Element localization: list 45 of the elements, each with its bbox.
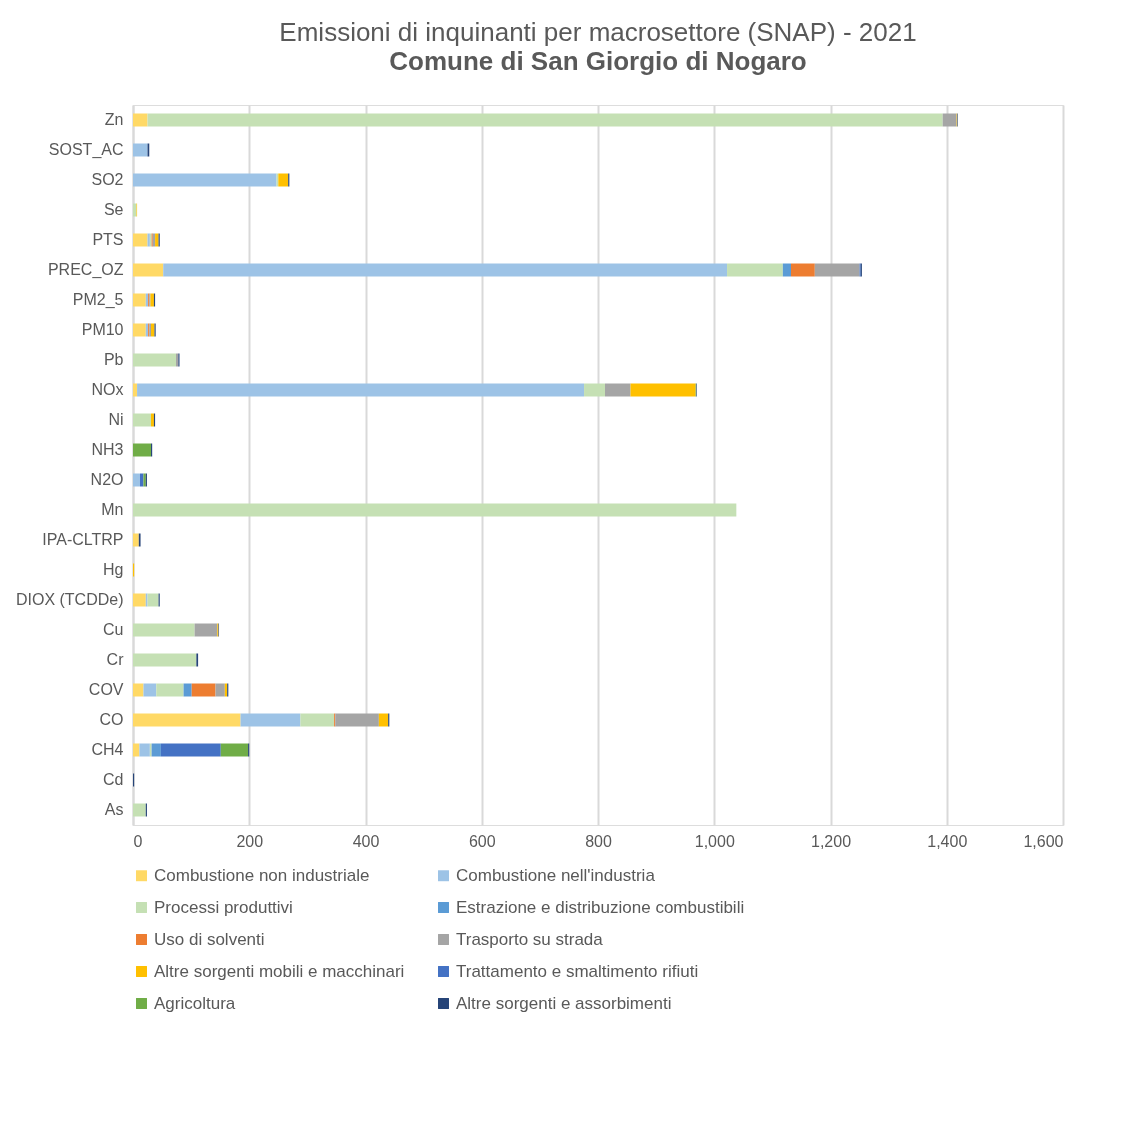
y-tick-label: Pb bbox=[103, 351, 124, 368]
legend-label: Altre sorgenti mobili e macchinari bbox=[154, 961, 405, 981]
chart-subtitle: Comune di San Giorgio di Nogaro bbox=[389, 46, 807, 76]
y-tick-label: Cr bbox=[106, 651, 125, 668]
x-tick-label: 1,000 bbox=[694, 832, 735, 850]
y-tick-label: PTS bbox=[92, 231, 124, 248]
y-tick-label: COV bbox=[88, 681, 124, 698]
y-tick-label: PREC_OZ bbox=[47, 261, 124, 279]
y-tick-label: Cd bbox=[103, 771, 124, 788]
x-tick-label: 1,400 bbox=[927, 832, 968, 850]
legend-label: Processi produttivi bbox=[154, 897, 293, 917]
x-tick-label: 600 bbox=[468, 832, 496, 850]
y-tick-label: PM10 bbox=[81, 321, 124, 338]
legend-label: Combustione non industriale bbox=[154, 865, 370, 885]
legend-label: Estrazione e distribuzione combustibili bbox=[456, 897, 745, 917]
x-tick-label: 0 bbox=[133, 832, 143, 850]
x-tick-label: 800 bbox=[585, 832, 612, 850]
y-tick-label: As bbox=[104, 801, 124, 818]
x-tick-label: 1,200 bbox=[810, 832, 852, 850]
y-tick-label: CH4 bbox=[91, 741, 124, 758]
y-tick-label: CO bbox=[99, 711, 124, 728]
y-tick-label: Cu bbox=[103, 621, 124, 638]
legend-label: Uso di solventi bbox=[154, 929, 265, 949]
chart-title: Emissioni di inquinanti per macrosettore (SNAP) - 2021 bbox=[279, 17, 917, 47]
y-tick-label: Zn bbox=[104, 111, 124, 128]
legend-label: Agricoltura bbox=[154, 993, 236, 1013]
x-tick-label: 1,600 bbox=[1023, 832, 1064, 850]
legend-label: Trattamento e smaltimento rifiuti bbox=[456, 961, 699, 981]
y-tick-label: Ni bbox=[108, 411, 124, 428]
y-tick-label: Hg bbox=[103, 561, 124, 578]
y-tick-label: Mn bbox=[101, 501, 124, 518]
y-tick-label: NH3 bbox=[91, 441, 124, 458]
x-tick-label: 200 bbox=[236, 832, 264, 850]
y-tick-label: NOx bbox=[91, 381, 124, 398]
legend-label: Trasporto su strada bbox=[456, 929, 604, 949]
y-tick-label: PM2_5 bbox=[72, 291, 124, 309]
y-tick-label: N2O bbox=[90, 471, 124, 488]
legend-label: Altre sorgenti e assorbimenti bbox=[456, 993, 672, 1013]
y-tick-label: Se bbox=[103, 201, 124, 218]
y-tick-label: DIOX (TCDDe) bbox=[15, 591, 124, 608]
x-tick-label: 400 bbox=[352, 832, 380, 850]
y-tick-label: SOST_AC bbox=[48, 141, 124, 159]
y-tick-label: SO2 bbox=[91, 171, 124, 188]
y-tick-label: IPA-CLTRP bbox=[42, 531, 124, 548]
legend-label: Combustione nell'industria bbox=[456, 865, 656, 885]
